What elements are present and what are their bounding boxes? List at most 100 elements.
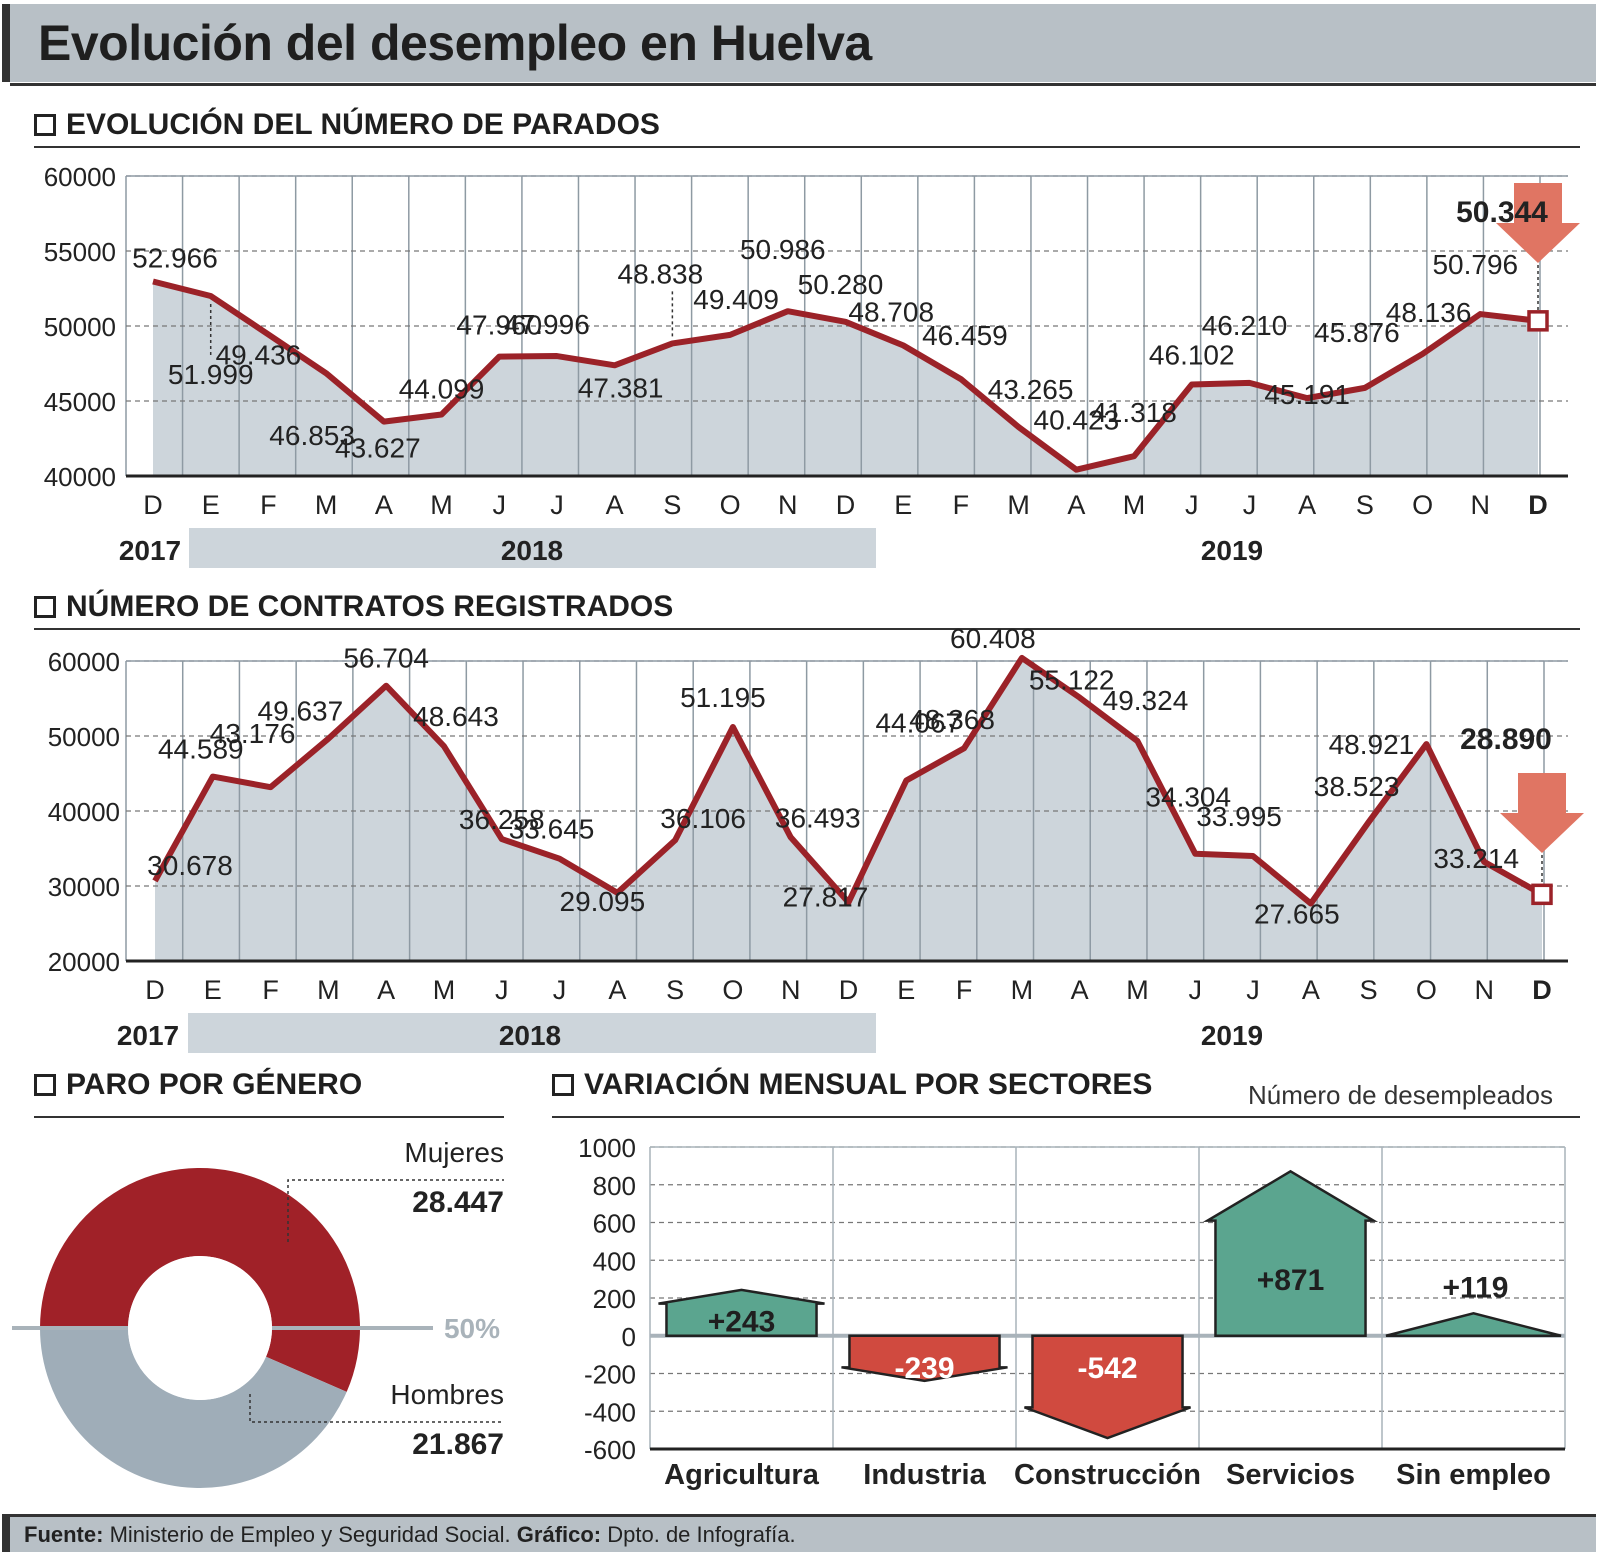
y-tick-label: 50000 [44,312,116,342]
category-label: Industria [863,1459,986,1491]
data-label: 48.708 [848,296,934,327]
month-label: S [1360,975,1378,1005]
line-chart-1: 20000 30000 40000 50000 60000 30.678 44.58943.… [48,623,1584,1053]
data-label: 52.966 [132,243,218,274]
section-genero-title: PARO POR GÉNERO [66,1068,363,1101]
data-label: 29.095 [560,886,646,917]
month-label: A [1071,975,1089,1005]
month-label: A [375,490,393,520]
y-tick-label: -200 [584,1360,636,1390]
section-parados-rule [34,146,1580,148]
month-label: A [1298,490,1316,520]
section-genero-rule [34,1116,504,1118]
title-underline [10,83,1596,86]
data-label: 43.627 [335,433,421,464]
month-label: O [720,490,741,520]
year-band [189,528,876,568]
data-label: 33.645 [509,814,595,845]
data-label: 46.102 [1149,339,1235,370]
area-fill [155,657,1542,961]
y-tick-label: 40000 [48,797,120,827]
bar-label: +243 [708,1306,776,1339]
month-label: A [1302,975,1320,1005]
month-label: D [836,490,856,520]
donut-slice-mujeres [40,1168,360,1392]
month-label: J [1189,975,1203,1005]
data-label: 43.176 [210,718,296,749]
series-line [152,278,1539,473]
month-label: F [260,490,277,520]
month-label-latest: D [1532,975,1552,1005]
month-label: J [1246,975,1260,1005]
month-label: A [606,490,624,520]
month-label: F [953,490,970,520]
month-label: M [317,975,340,1005]
y-tick-label: -600 [584,1435,636,1465]
y-tick-label: 0 [622,1322,636,1352]
data-label: 44.099 [399,374,485,405]
last-point-marker [1531,883,1553,906]
year-label: 2018 [499,1020,561,1051]
data-label: 27.817 [783,881,869,912]
area-fill [153,281,1538,476]
month-label: F [262,975,279,1005]
section-box-icon [34,114,56,136]
month-label: J [1185,490,1199,520]
y-tick-label: 20000 [48,947,120,977]
month-label: O [1416,975,1437,1005]
month-label: J [1243,490,1257,520]
data-label: 40.423 [1034,405,1120,436]
women-label: Mujeres [404,1137,504,1168]
footer-fuente-text: Ministerio de Empleo y Seguridad Social. [103,1522,517,1547]
data-label: 50.280 [798,269,884,300]
year-label: 2017 [119,535,181,566]
section-box-icon [34,1074,56,1096]
month-label: E [894,490,912,520]
year-label: 2018 [501,535,563,566]
donut-hole [128,1256,272,1400]
data-label: 48.136 [1386,297,1472,328]
section-contratos-rule [34,628,1580,630]
data-label: 56.704 [343,643,429,674]
month-label: N [1474,975,1494,1005]
y-tick-label: 800 [593,1171,636,1201]
data-label: 38.523 [1314,771,1400,802]
y-tick-label: 30000 [48,872,120,902]
data-label: 36.106 [660,803,746,834]
gender-donut: 50% Mujeres 28.447 Hombres 21.867 [12,1137,504,1489]
y-tick-label: 60000 [44,162,116,192]
month-label: D [839,975,859,1005]
data-label: 33.214 [1433,843,1519,874]
men-value: 21.867 [412,1428,504,1461]
data-label: 50.796 [1432,249,1518,280]
category-label: Construcción [1014,1459,1201,1491]
section-box-icon [552,1074,574,1096]
y-tick-label: 1000 [578,1133,636,1163]
month-label: E [202,490,220,520]
section-box-icon [34,596,56,618]
donut-slice-hombres [40,1328,347,1489]
month-label: S [666,975,684,1005]
data-label: 60.408 [950,623,1036,654]
year-label: 2019 [1201,1020,1263,1051]
y-tick-label: 40000 [44,462,116,492]
month-label-latest: D [1528,490,1548,520]
data-label: 48.921 [1329,729,1415,760]
last-point-marker [1527,310,1549,332]
month-label: J [493,490,507,520]
month-label: A [1067,490,1085,520]
data-label: 49.637 [258,696,344,727]
month-label: N [1471,490,1491,520]
footer-grafico-text: Dpto. de Infografía. [601,1522,796,1547]
bar-up-arrow [1202,1169,1379,1337]
month-label: J [553,975,567,1005]
y-tick-label: 60000 [48,647,120,677]
sectores-unit-note: Número de desempleados [1248,1080,1553,1110]
data-label: 51.195 [680,682,766,713]
data-label: 46.210 [1202,310,1288,341]
month-label: M [315,490,338,520]
section-genero-heading: PARO POR GÉNERO [34,1068,362,1102]
y-tick-label: 45000 [44,387,116,417]
y-tick-label: 200 [593,1284,636,1314]
sector-bar-chart: -600 -400 -200 0 200 400 600 800 1000 +243 Agricul… [578,1133,1566,1491]
